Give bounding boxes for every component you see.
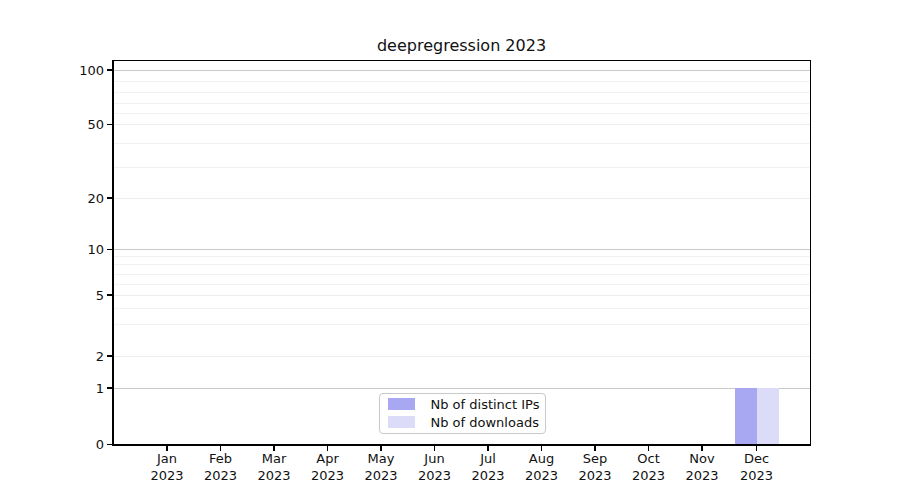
legend: Nb of distinct IPs Nb of downloads [379,393,546,434]
y-tick-label: 1 [40,380,104,397]
minor-gridline [114,284,810,285]
minor-gridline [114,308,810,309]
x-tick-year: 2023 [725,468,789,485]
y-tick-label: 100 [40,62,104,79]
x-tick-mark [487,446,488,451]
legend-item-downloads: Nb of downloads [388,415,545,430]
x-tick-mark [594,446,595,451]
gridline-y-100 [114,70,810,71]
y-tick-label: 2 [40,348,104,365]
plot-area [114,61,810,444]
y-tick-mark [107,197,113,198]
x-tick-label: Dec2023 [725,451,789,484]
y-tick-label: 20 [40,190,104,207]
y-tick-label: 10 [40,241,104,258]
legend-swatch-downloads [388,416,415,429]
minor-gridline [114,264,810,265]
bar-dec-2023-nb-of-distinct-ips [735,388,757,444]
legend-label-distinct-ips: Nb of distinct IPs [431,397,540,412]
minor-gridline [114,324,810,325]
chart-title: deepregression 2023 [112,36,811,55]
minor-gridline [114,92,810,93]
y-tick-label: 5 [40,287,104,304]
gridline-y-5 [114,295,810,296]
y-tick-mark [107,124,113,125]
minor-gridline [114,256,810,257]
minor-gridline [114,81,810,82]
minor-gridline [114,103,810,104]
legend-item-distinct-ips: Nb of distinct IPs [388,397,545,412]
minor-gridline [114,113,810,114]
y-tick-label: 0 [40,436,104,453]
right-spine [810,60,812,446]
gridline-y-2 [114,356,810,357]
gridline-y-10 [114,249,810,250]
x-tick-mark [434,446,435,451]
x-tick-mark [701,446,702,451]
legend-label-downloads: Nb of downloads [431,415,539,430]
minor-gridline [114,143,810,144]
x-tick-mark [220,446,221,451]
y-tick-mark [107,294,113,295]
gridline-y-1 [114,388,810,389]
x-tick-mark [648,446,649,451]
minor-gridline [114,274,810,275]
left-spine [112,60,114,446]
x-tick-mark [327,446,328,451]
gridline-y-20 [114,198,810,199]
x-tick-mark [166,446,167,451]
y-tick-mark [107,69,113,70]
gridline-y-50 [114,124,810,125]
x-tick-mark [380,446,381,451]
x-tick-mark [273,446,274,451]
minor-gridline [114,167,810,168]
y-tick-mark [107,444,113,445]
bar-dec-2023-nb-of-downloads [757,388,779,444]
y-tick-mark [107,249,113,250]
x-tick-mark [756,446,757,451]
figure: deepregression 2023 0125102050100Jan2023… [0,0,900,500]
y-tick-label: 50 [40,116,104,133]
y-tick-mark [107,355,113,356]
y-tick-mark [107,387,113,388]
x-tick-month: Dec [725,451,789,468]
x-tick-mark [541,446,542,451]
legend-swatch-distinct-ips [388,398,415,411]
bottom-spine [112,444,811,446]
top-spine [112,60,811,62]
